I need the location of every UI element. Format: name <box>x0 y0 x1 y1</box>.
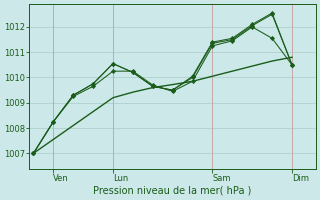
X-axis label: Pression niveau de la mer( hPa ): Pression niveau de la mer( hPa ) <box>93 186 252 196</box>
